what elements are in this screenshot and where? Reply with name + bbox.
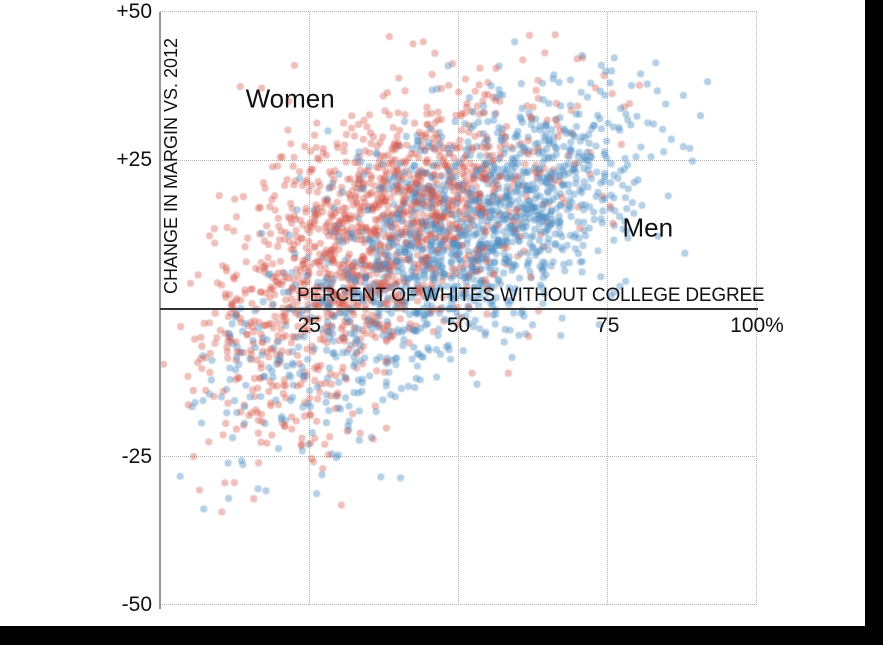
scatter-chart: PERCENT OF WHITES WITHOUT COLLEGE DEGREE… — [0, 0, 883, 645]
scatter-points-canvas — [0, 0, 883, 645]
